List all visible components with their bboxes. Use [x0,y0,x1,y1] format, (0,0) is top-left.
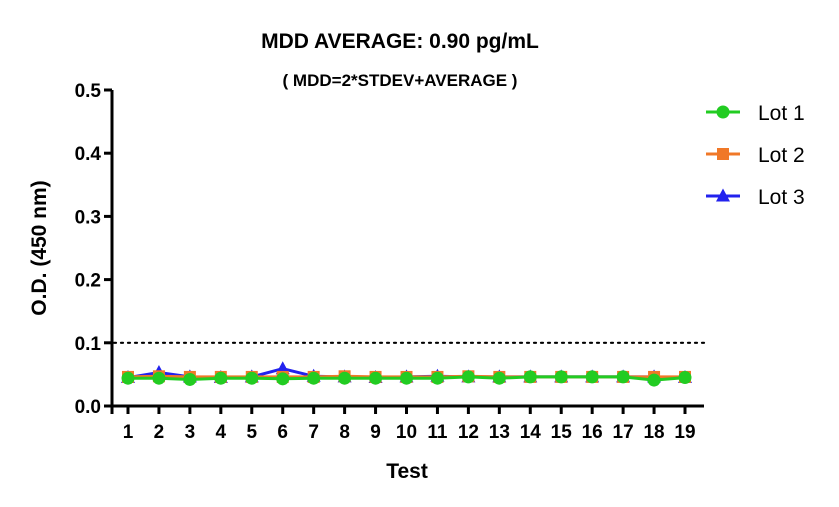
data-point-lot-1 [245,371,259,385]
legend-label-lot-2: Lot 2 [758,144,805,167]
data-point-lot-1 [183,372,197,386]
y-tick-label: 0.5 [75,81,102,102]
y-axis-label: O.D. (450 nm) [28,180,51,315]
x-tick-label: 2 [154,422,165,443]
chart-title: MDD AVERAGE: 0.90 pg/mL [261,30,539,53]
legend-marker-lot-2 [717,148,729,160]
legend-item-lot-3: Lot 3 [706,186,805,209]
y-tick-label: 0.0 [75,397,101,418]
data-point-lot-1 [152,371,166,385]
legend-label-lot-1: Lot 1 [758,102,805,125]
legend-item-lot-1: Lot 1 [706,102,805,125]
data-point-lot-1 [121,371,135,385]
x-tick-label: 18 [643,422,664,443]
legend-marker-lot-1 [716,105,730,119]
legend-label-lot-3: Lot 3 [758,186,805,209]
legend-marker-lot-3 [716,188,730,202]
data-point-lot-1 [647,373,661,387]
legend-item-lot-2: Lot 2 [706,144,805,167]
data-point-lot-1 [616,370,630,384]
legend: Lot 1 Lot 2 Lot 3 [706,102,805,209]
plot-area: 0.00.10.20.30.40.51 2 3 4 5 6 7 8 9 10 11 12 13 14 15 1… [75,81,706,443]
x-tick-label: 11 [427,422,448,443]
x-tick-label: 16 [582,422,603,443]
y-tick-label: 0.3 [75,207,101,228]
data-point-lot-1 [307,371,321,385]
x-tick-label: 1 [123,422,134,443]
x-tick-label: 6 [277,422,288,443]
x-tick-label: 15 [551,422,573,443]
x-tick-label: 7 [308,422,319,443]
data-point-lot-1 [585,370,599,384]
x-axis-label: Test [386,460,428,483]
x-tick-label: 8 [339,422,350,443]
x-tick-label: 10 [396,422,417,443]
y-tick-label: 0.4 [75,144,102,165]
data-point-lot-1 [430,371,444,385]
chart-subtitle: ( MDD=2*STDEV+AVERAGE ) [283,71,518,90]
y-tick-label: 0.1 [75,334,102,355]
x-tick-label: 5 [246,422,257,443]
x-tick-label: 19 [674,422,695,443]
data-point-lot-1 [214,371,228,385]
data-point-lot-1 [400,371,413,385]
y-tick-label: 0.2 [75,271,101,292]
x-tick-label: 9 [370,422,381,443]
data-point-lot-1 [678,371,692,385]
data-point-lot-1 [369,371,383,385]
x-tick-label: 13 [489,422,510,443]
data-point-lot-1 [461,370,475,384]
data-point-lot-1 [523,370,537,384]
data-point-lot-1 [492,371,506,385]
x-tick-label: 4 [216,422,227,443]
data-point-lot-1 [338,371,352,385]
data-point-lot-1 [554,370,568,384]
x-tick-label: 14 [520,422,542,443]
x-tick-label: 3 [185,422,196,443]
data-point-lot-1 [276,372,290,386]
x-tick-label: 17 [613,422,634,443]
x-tick-label: 12 [458,422,479,443]
